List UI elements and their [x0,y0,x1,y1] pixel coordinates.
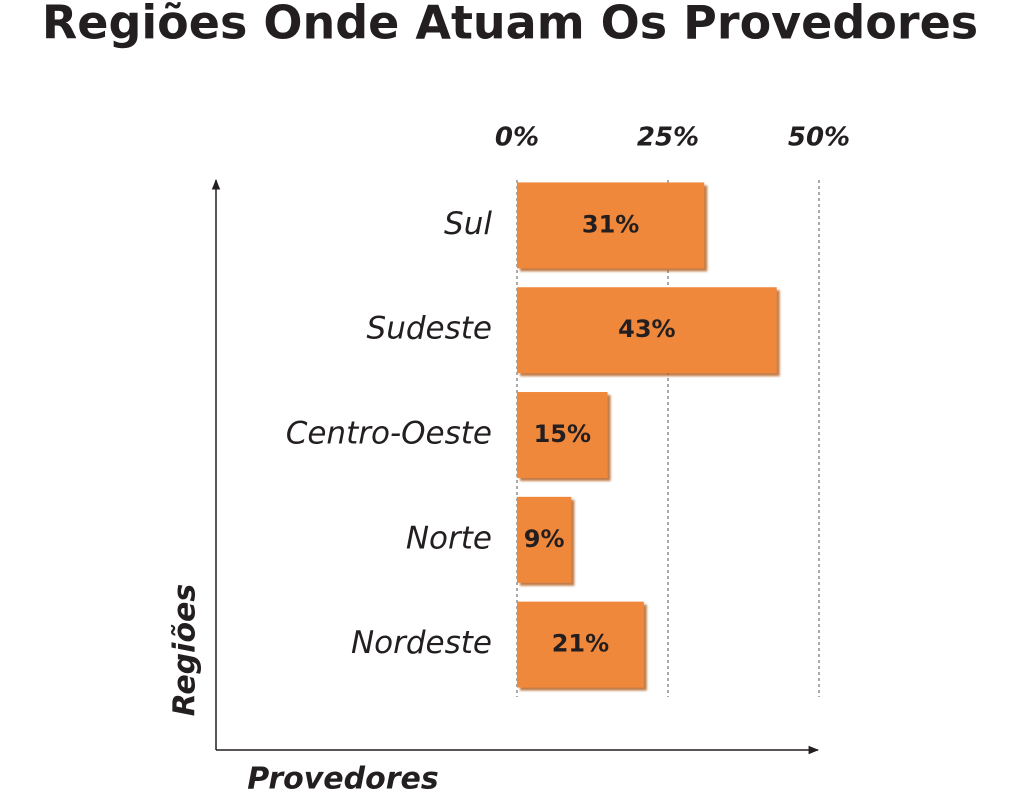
value-label: 9% [524,525,565,553]
bar [517,496,572,583]
bar [517,182,705,269]
y-tick-label: Norte [406,520,492,556]
x-tick-label: 25% [637,123,699,153]
y-tick-label: Sudeste [367,311,492,347]
chart-title: Regiões Onde Atuam Os Provedores [42,0,978,50]
y-tick-label: Nordeste [351,625,492,661]
value-label: 31% [582,210,639,238]
bar [517,601,644,688]
value-label: 43% [618,315,675,343]
x-tick-label: 0% [495,123,539,153]
x-axis-title: Provedores [247,762,438,795]
bar [517,287,777,374]
y-axis-title: Regiões [168,584,203,717]
value-label: 15% [534,420,591,448]
y-tick-label: Centro-Oeste [286,416,492,452]
y-tick-label: Sul [444,206,492,242]
value-label: 21% [552,630,609,658]
bar [517,392,608,478]
x-tick-label: 50% [788,123,850,153]
